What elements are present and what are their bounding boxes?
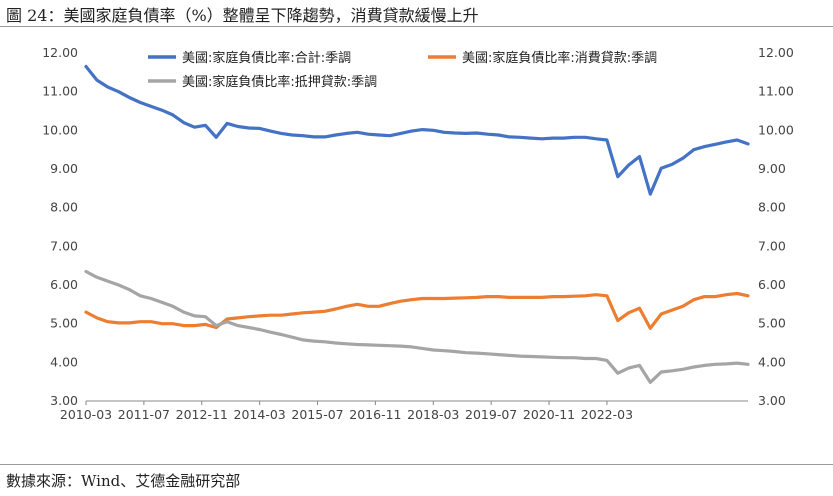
- x-tick-label: 2019-07: [465, 407, 517, 422]
- line-chart: 12.00 11.00 10.00 9.00 8.00 7.00 6.00 5.00 4.00 3…: [42, 45, 794, 422]
- x-tick-label: 2016-11: [349, 407, 401, 422]
- x-tick-label: 2011-07: [118, 407, 170, 422]
- y-left-tick-label: 7.00: [50, 238, 78, 253]
- y-right-tick-label: 12.00: [758, 45, 794, 60]
- y-left-tick-label: 11.00: [42, 84, 78, 99]
- y-left-tick-label: 9.00: [50, 161, 78, 176]
- y-left-tick-label: 12.00: [42, 45, 78, 60]
- y-left-tick-label: 6.00: [50, 277, 78, 292]
- y-right-tick-label: 7.00: [758, 238, 786, 253]
- y-right-tick-label: 5.00: [758, 316, 786, 331]
- y-left-tick-label: 8.00: [50, 200, 78, 215]
- x-tick-label: 2018-03: [407, 407, 459, 422]
- figure-title: 圖 24：美國家庭負債率（%）整體呈下降趨勢，消費貸款緩慢上升: [6, 6, 479, 25]
- series-line-2: [84, 291, 750, 330]
- x-tick-label: 2015-07: [291, 407, 343, 422]
- y-right-tick-label: 8.00: [758, 200, 786, 215]
- x-tick-label: 2010-03: [60, 407, 112, 422]
- series-line-1: [84, 64, 750, 196]
- y-left-tick-label: 3.00: [50, 393, 78, 408]
- y-right-tick-label: 11.00: [758, 84, 794, 99]
- x-tick-label: 2020-11: [523, 407, 575, 422]
- source-divider: [0, 464, 833, 465]
- y-right-tick-label: 3.00: [758, 393, 786, 408]
- y-right-tick-label: 6.00: [758, 277, 786, 292]
- legend-label-1: 美國:家庭負債比率:合計:季調: [182, 50, 351, 66]
- y-left-tick-label: 10.00: [42, 122, 78, 137]
- x-tick-label: 2014-03: [234, 407, 286, 422]
- x-tick-label: 2022-03: [581, 407, 633, 422]
- source-note: 數據來源：Wind、艾德金融研究部: [6, 472, 241, 490]
- y-right-tick-label: 10.00: [758, 122, 794, 137]
- legend-label-2: 美國:家庭負債比率:消費貸款:季調: [462, 50, 657, 66]
- x-tick-label: 2012-11: [176, 407, 228, 422]
- y-left-tick-label: 5.00: [50, 316, 78, 331]
- legend-label-3: 美國:家庭負債比率:抵押貸款:季調: [182, 74, 377, 90]
- series-line-3: [84, 269, 750, 384]
- y-right-tick-label: 9.00: [758, 161, 786, 176]
- y-left-tick-label: 4.00: [50, 354, 78, 369]
- y-right-tick-label: 4.00: [758, 354, 786, 369]
- title-divider: [0, 26, 833, 27]
